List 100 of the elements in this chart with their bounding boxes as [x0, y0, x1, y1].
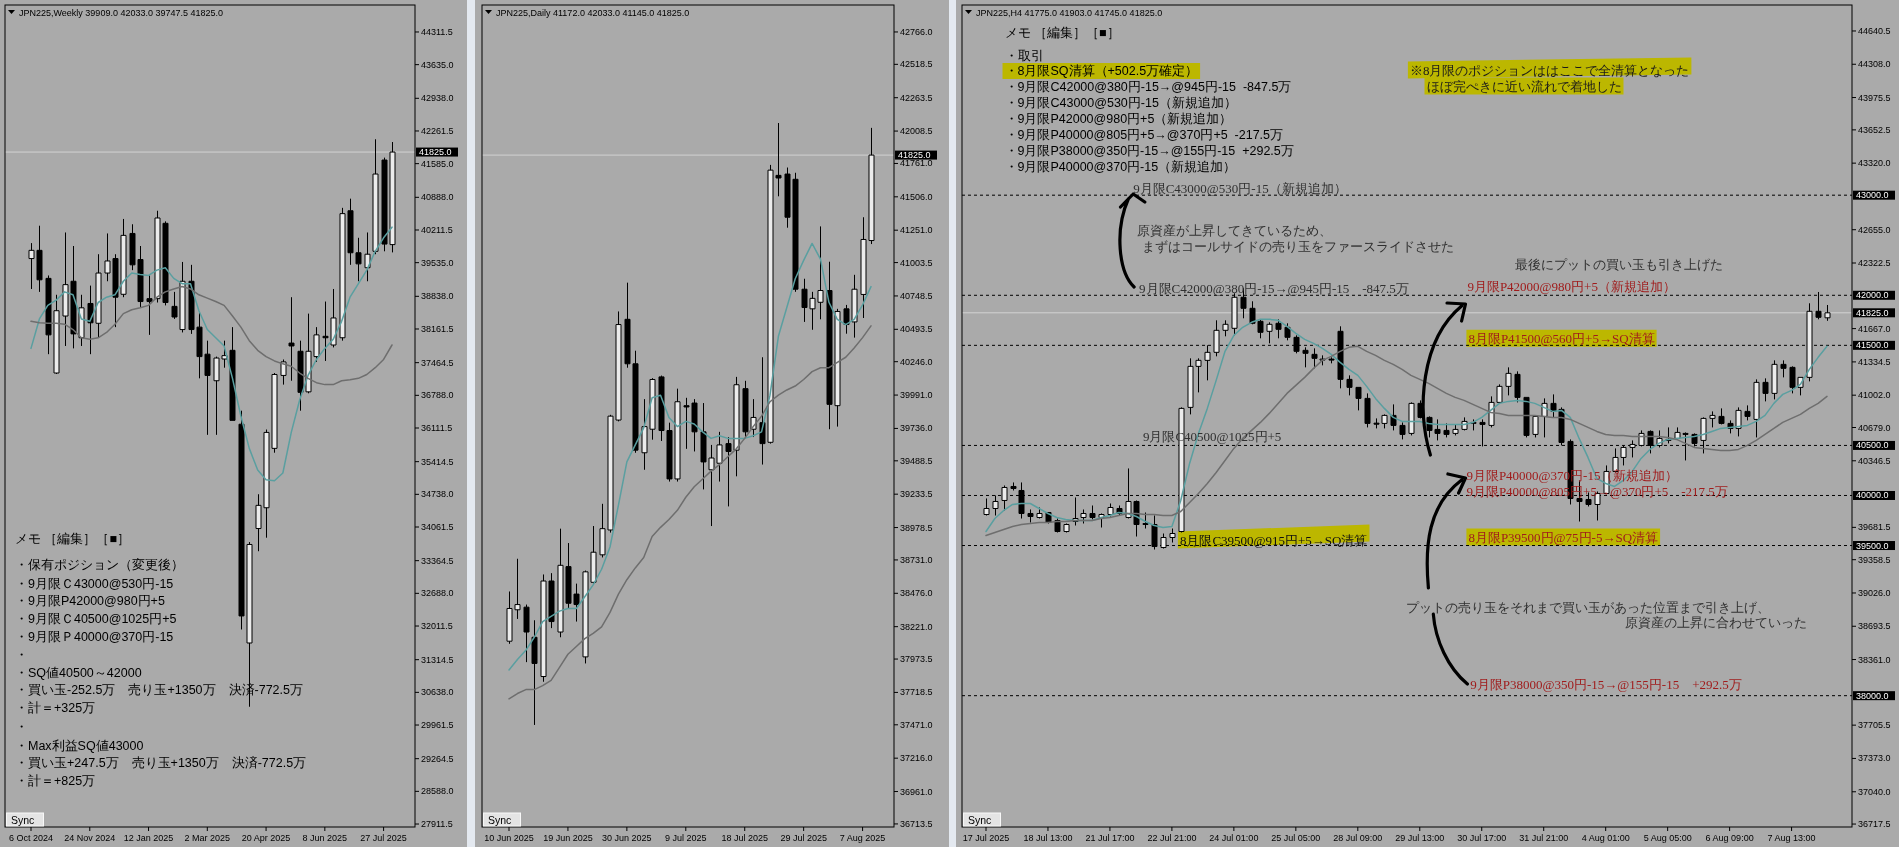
- ref-line-label: 39500.0: [1856, 540, 1889, 551]
- y-tick-label: 42655.0: [1858, 224, 1891, 235]
- annotation: ・9月限P40000@805円+5→@370円+5 -217.5万: [1004, 128, 1284, 142]
- candlestick: [1505, 366, 1512, 396]
- candlestick: [1532, 414, 1539, 438]
- x-tick-label: 19 Jun 2025: [543, 833, 593, 843]
- x-tick-label: 27 Jul 2025: [360, 833, 407, 843]
- candlestick: [1753, 378, 1760, 438]
- annotation: ・SQ値40500～42000: [15, 666, 142, 680]
- candlestick: [1824, 304, 1831, 322]
- y-tick-label: 38978.5: [900, 522, 933, 533]
- y-tick-label: 38731.0: [900, 554, 933, 565]
- candlestick: [1744, 404, 1751, 421]
- annotation: Sync: [488, 814, 512, 826]
- y-tick-label: 43975.5: [1858, 92, 1891, 103]
- y-tick-label: 43635.0: [421, 59, 454, 70]
- y-tick-label: 44311.5: [421, 26, 453, 37]
- y-tick-label: 37471.0: [900, 719, 933, 730]
- y-tick-label: 41761.0: [900, 158, 933, 169]
- candlestick: [1222, 319, 1229, 337]
- annotation: 9月限C43000@530円-15（新規追加）: [1133, 180, 1347, 196]
- y-tick-label: 39991.0: [900, 390, 933, 401]
- y-tick-label: 36111.5: [421, 423, 453, 433]
- candlestick: [1346, 374, 1353, 396]
- y-tick-label: 37973.5: [900, 654, 933, 665]
- annotation: 原資産が上昇してきているため、: [1137, 222, 1333, 238]
- annotation: ・9月限C43000@530円-15（新規追加）: [1004, 96, 1237, 110]
- x-tick-label: 29 Jul 13:00: [1395, 833, 1445, 843]
- candlestick: [1355, 386, 1362, 411]
- candlestick: [1142, 511, 1149, 530]
- annotation: 9月限C42000@380円-15→@945円-15 -847.5万: [1139, 280, 1409, 296]
- chart-title: JPN225,Weekly 39909.0 42033.0 39747.5 41825.0: [19, 7, 223, 18]
- candlestick: [1010, 481, 1017, 491]
- x-tick-label: 28 Jul 09:00: [1333, 833, 1383, 843]
- y-tick-label: 34738.0: [421, 489, 454, 500]
- y-tick-label: 36961.0: [900, 786, 933, 797]
- annotation: ・9月限Ｃ43000@530円-15: [15, 577, 174, 591]
- candlestick: [1514, 370, 1521, 403]
- y-tick-label: 29961.5: [421, 720, 454, 731]
- y-tick-label: 35414.5: [421, 456, 454, 467]
- y-tick-label: 40346.5: [1858, 455, 1891, 466]
- ref-line-label: 43000.0: [1856, 190, 1889, 201]
- x-tick-label: 6 Oct 2024: [8, 833, 54, 843]
- annotation: ・Max利益SQ値43000: [15, 739, 144, 753]
- y-tick-label: 42766.0: [900, 26, 933, 37]
- candlestick: [523, 604, 530, 663]
- control-button: Sync: [963, 812, 1001, 827]
- y-tick-label: 40211.5: [421, 224, 453, 235]
- candlestick: [364, 231, 371, 282]
- x-tick-label: 20 Apr 2025: [241, 833, 291, 843]
- annotation: プットの売り玉をそれまで買い玉があった位置まで引き上げ、: [1406, 599, 1770, 615]
- y-tick-label: 41667.0: [1858, 323, 1891, 334]
- line-series: [30, 226, 393, 482]
- x-tick-label: 24 Nov 2024: [64, 833, 116, 843]
- annotation: ※8月限のポジションははここで全清算となった: [1409, 62, 1690, 78]
- ref-line-label: 40000.0: [1856, 490, 1889, 501]
- candlestick: [1718, 407, 1725, 425]
- chart-title: JPN225,H4 41775.0 41903.0 41745.0 41825.0: [976, 7, 1163, 18]
- x-tick-label: 30 Jun 2025: [602, 833, 652, 843]
- annotation: ・9月限Ｐ40000@370円-15: [15, 630, 174, 644]
- candlestick: [1063, 523, 1070, 534]
- y-tick-label: 40748.5: [900, 290, 933, 301]
- y-tick-label: 39681.5: [1858, 522, 1891, 533]
- candlestick: [1036, 506, 1043, 519]
- annotation: ・買い玉+247.5万 売り玉+1350万 決済-772.5万: [15, 755, 307, 770]
- y-tick-label: 42322.5: [1858, 258, 1891, 268]
- y-tick-label: 37216.0: [900, 753, 933, 764]
- y-tick-label: 39026.0: [1858, 587, 1891, 598]
- y-tick-label: 32011.5: [421, 621, 453, 632]
- x-tick-label: 29 Jul 2025: [780, 833, 827, 843]
- x-tick-label: 18 Jul 2025: [721, 833, 768, 843]
- x-tick-label: 4 Aug 01:00: [1581, 833, 1630, 843]
- candlestick: [1762, 377, 1769, 402]
- x-tick-label: 2 Mar 2025: [184, 833, 231, 843]
- y-tick-label: 41003.5: [900, 257, 933, 268]
- y-tick-label: 39233.5: [900, 489, 933, 500]
- annotation: ・9月限P42000@980円+5（新規追加）: [1004, 112, 1233, 126]
- ref-line-label: 41825.0: [1856, 307, 1889, 318]
- ref-line-label: 41825.0: [419, 147, 452, 158]
- candlestick: [1771, 359, 1778, 400]
- y-tick-label: 39358.5: [1858, 554, 1891, 565]
- candlestick: [1709, 410, 1716, 428]
- x-tick-label: 10 Jun 2025: [484, 833, 534, 843]
- y-tick-label: 37373.0: [1858, 753, 1891, 764]
- annotation: ・9月限C42000@380円-15→@945円-15 -847.5万: [1004, 80, 1292, 94]
- x-tick-label: 30 Jul 17:00: [1457, 833, 1507, 843]
- candlestick: [1027, 508, 1034, 523]
- candlestick: [1780, 359, 1787, 378]
- annotation: ・9月限P38000@350円-15→@155円-15 +292.5万: [1004, 144, 1294, 158]
- y-tick-label: 36717.5: [1858, 819, 1891, 830]
- x-tick-label: 9 Jul 2025: [665, 833, 707, 843]
- y-tick-label: 38161.5: [421, 323, 454, 334]
- ref-line-label: 41500.0: [1856, 340, 1889, 351]
- y-tick-label: 27911.5: [421, 819, 453, 830]
- annotation: ・: [15, 648, 28, 662]
- annotation: 9月限P38000@350円-15→@155円-15 +292.5万: [1470, 677, 1742, 693]
- y-tick-label: 37718.5: [900, 687, 933, 698]
- y-tick-label: 29264.5: [421, 753, 454, 764]
- y-tick-label: 44640.5: [1858, 25, 1891, 36]
- candlestick: [1452, 423, 1459, 436]
